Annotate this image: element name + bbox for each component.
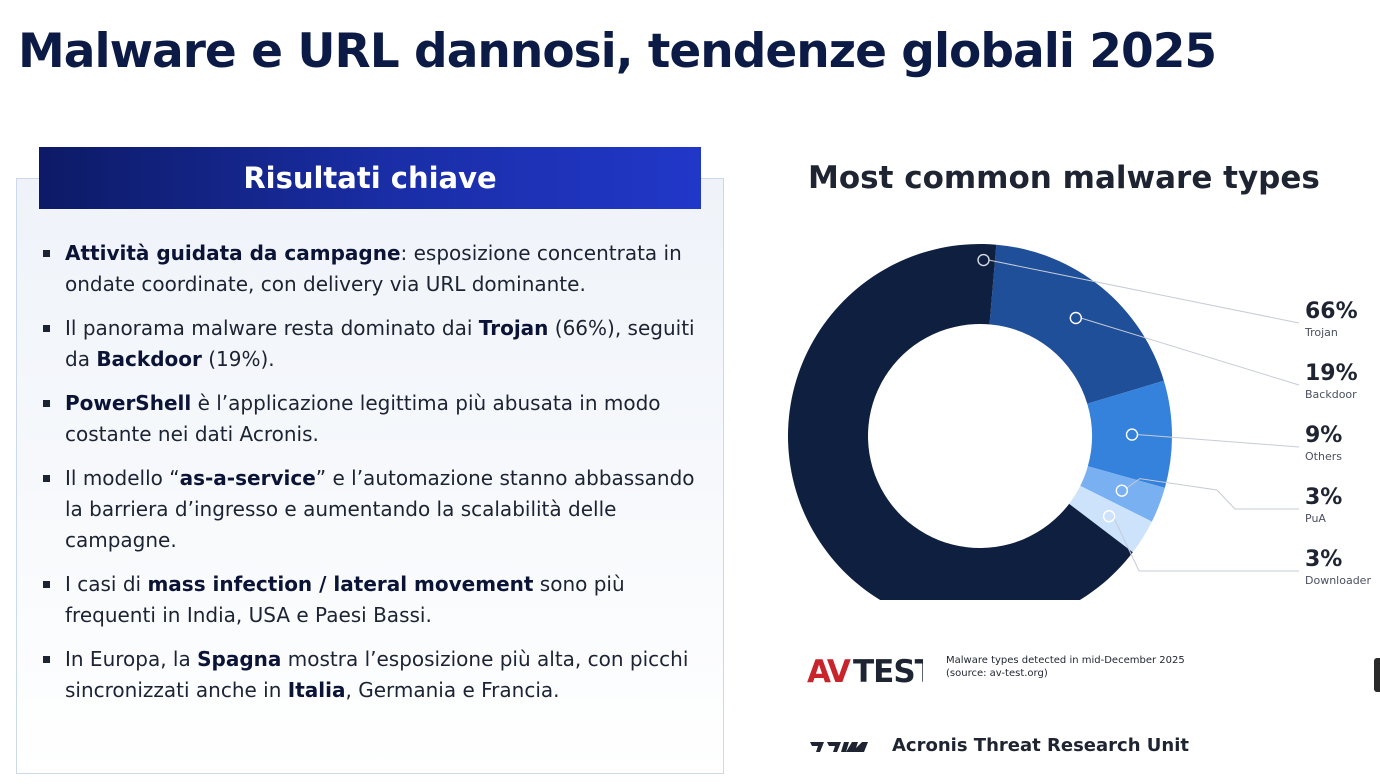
- bullet-icon: [43, 475, 50, 482]
- finding-text: ” e l’automazione stanno abbassando la b…: [65, 466, 695, 552]
- legend-label-pua: PuA: [1305, 512, 1326, 525]
- key-findings-list: Attività guidata da campagne: esposizion…: [40, 238, 700, 719]
- finding-text: (66%), seguiti da: [65, 316, 695, 371]
- key-findings-header: Risultati chiave: [39, 147, 701, 209]
- finding-item: Attività guidata da campagne: esposizion…: [40, 238, 700, 300]
- slice-marker-downloader: [1102, 510, 1116, 523]
- finding-text: sono più frequenti in India, USA e Paesi…: [65, 572, 625, 627]
- leader-line-others: [1136, 434, 1300, 448]
- finding-highlight: as-a-service: [179, 466, 316, 490]
- legend-label-downloader: Downloader: [1305, 574, 1371, 587]
- bullet-icon: [43, 400, 50, 407]
- legend-label-trojan: Trojan: [1304, 326, 1338, 339]
- donut-slice-downloader: [1069, 485, 1152, 553]
- leader-line-downloader: [1112, 516, 1299, 572]
- donut-leader-lines: [977, 253, 1300, 572]
- leader-line-trojan: [988, 259, 1300, 324]
- chart-source-note: Malware types detected in mid-December 2…: [946, 654, 1246, 680]
- legend-label-others: Others: [1305, 450, 1342, 463]
- bullet-icon: [43, 325, 50, 332]
- finding-text: : esposizione concentrata in ondate coor…: [65, 241, 682, 296]
- chart-title: Most common malware types: [808, 160, 1320, 196]
- source-note-line1: Malware types detected in mid-December 2…: [946, 655, 1185, 666]
- finding-highlight: PowerShell: [65, 391, 192, 415]
- slice-marker-backdoor: [1069, 311, 1083, 325]
- finding-text: Il modello “: [65, 466, 180, 490]
- donut-slice-backdoor: [989, 244, 1164, 404]
- svg-text:AV: AV: [807, 654, 851, 686]
- av-test-logo: AV TEST: [807, 654, 923, 686]
- donut-slices: [788, 244, 1172, 600]
- donut-slice-trojan: [788, 244, 1133, 600]
- finding-highlight: Attività guidata da campagne: [65, 241, 401, 265]
- bullet-icon: [43, 250, 50, 257]
- source-note-line2: (source: av-test.org): [946, 668, 1048, 679]
- finding-item: In Europa, la Spagna mostra l’esposizion…: [40, 644, 700, 706]
- slide-edge-handle: [1374, 658, 1380, 692]
- legend-value-backdoor: 19%: [1305, 361, 1358, 386]
- finding-text: (19%).: [201, 347, 275, 371]
- slice-marker-others: [1125, 428, 1139, 441]
- finding-text: Il panorama malware resta dominato dai: [65, 316, 479, 340]
- finding-item: PowerShell è l’applicazione legittima pi…: [40, 388, 700, 450]
- finding-text: In Europa, la: [65, 647, 198, 671]
- svg-text:TEST: TEST: [853, 654, 923, 686]
- legend-value-pua: 3%: [1305, 485, 1342, 510]
- finding-text: è l’applicazione legittima più abusata i…: [65, 391, 661, 446]
- legend-label-backdoor: Backdoor: [1305, 388, 1357, 401]
- legend-value-trojan: 66%: [1305, 299, 1358, 324]
- finding-highlight: Italia: [287, 678, 346, 702]
- finding-item: Il panorama malware resta dominato dai T…: [40, 313, 700, 375]
- finding-highlight: mass infection / lateral movement: [147, 572, 534, 596]
- acronis-logo-icon: [810, 742, 868, 752]
- page-title: Malware e URL dannosi, tendenze globali …: [18, 24, 1217, 79]
- finding-text: I casi di: [65, 572, 148, 596]
- finding-item: I casi di mass infection / lateral movem…: [40, 569, 700, 631]
- slice-marker-pua: [1115, 484, 1129, 497]
- bullet-icon: [43, 581, 50, 588]
- donut-slice-others: [1087, 380, 1172, 488]
- key-findings-heading: Risultati chiave: [243, 161, 497, 195]
- legend-value-others: 9%: [1305, 423, 1342, 448]
- finding-highlight: Trojan: [478, 316, 549, 340]
- leader-line-backdoor: [1080, 317, 1300, 386]
- donut-slice-pua: [1080, 466, 1165, 522]
- bullet-icon: [43, 656, 50, 663]
- finding-text: mostra l’esposizione più alta, con picch…: [65, 647, 689, 702]
- acronis-research-unit-label: Acronis Threat Research Unit: [892, 735, 1189, 756]
- key-findings-panel: [16, 178, 724, 774]
- leader-line-pua: [1125, 478, 1299, 510]
- legend-value-downloader: 3%: [1305, 547, 1342, 572]
- donut-legend: 66% Trojan 19% Backdoor 9% Others 3% PuA 3% Downl…: [1304, 299, 1371, 587]
- finding-highlight: Backdoor: [96, 347, 202, 371]
- finding-item: Il modello “as-a-service” e l’automazion…: [40, 463, 700, 556]
- malware-donut-chart: 66% Trojan 19% Backdoor 9% Others 3% PuA 3% Downl…: [788, 244, 1371, 600]
- slice-marker-trojan: [977, 253, 990, 267]
- finding-text: , Germania e Francia.: [345, 678, 560, 702]
- finding-highlight: Spagna: [197, 647, 282, 671]
